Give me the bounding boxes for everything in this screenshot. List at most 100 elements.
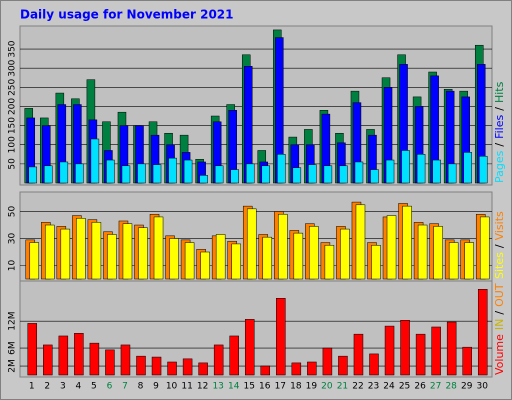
bar bbox=[355, 204, 366, 280]
x-tick-label: 3 bbox=[60, 382, 66, 392]
bar bbox=[59, 161, 69, 184]
bar bbox=[122, 223, 133, 280]
bar bbox=[246, 208, 257, 280]
legend-separator: / bbox=[493, 107, 506, 111]
bar bbox=[213, 344, 224, 376]
y-tick-label: 150 bbox=[8, 117, 18, 134]
x-tick-label: 18 bbox=[290, 382, 302, 392]
bar bbox=[324, 245, 335, 280]
bar bbox=[276, 298, 286, 376]
legend: Pages / Files / Hits bbox=[493, 81, 506, 183]
x-tick-label: 15 bbox=[244, 382, 255, 392]
bar bbox=[245, 163, 255, 184]
y-tick-label: 100 bbox=[8, 136, 18, 153]
y-tick-label: 2M bbox=[8, 359, 18, 373]
bar bbox=[90, 138, 100, 184]
bar bbox=[28, 166, 38, 184]
bar bbox=[415, 333, 426, 376]
bar bbox=[200, 251, 210, 280]
y-tick-label: 50 bbox=[8, 158, 18, 170]
x-tick-label: 14 bbox=[228, 382, 240, 392]
legend-entry: Hits bbox=[493, 81, 506, 103]
bar bbox=[309, 226, 319, 280]
bar bbox=[447, 163, 457, 184]
bar bbox=[477, 289, 488, 376]
bar bbox=[478, 155, 488, 184]
bar bbox=[151, 356, 162, 376]
bar bbox=[371, 245, 381, 280]
bar bbox=[138, 227, 148, 280]
bar bbox=[29, 242, 40, 280]
y-tick-label: 12M bbox=[8, 312, 18, 331]
bar bbox=[307, 361, 317, 376]
bar bbox=[338, 355, 348, 376]
bar bbox=[136, 355, 146, 376]
bar bbox=[121, 165, 131, 184]
bar bbox=[214, 165, 224, 184]
legend: Volume IN / OUT bbox=[493, 283, 506, 375]
legend: Sites / Visits bbox=[493, 211, 506, 279]
y-tick-label: 200 bbox=[8, 98, 18, 115]
x-tick-label: 30 bbox=[477, 382, 489, 392]
bar bbox=[464, 242, 474, 280]
bar bbox=[137, 163, 146, 184]
bar bbox=[199, 175, 208, 184]
bar bbox=[27, 323, 38, 376]
legend-separator: / bbox=[493, 311, 506, 315]
x-tick-label: 25 bbox=[399, 382, 410, 392]
bar bbox=[152, 164, 162, 184]
bar bbox=[278, 213, 288, 280]
chart-title: Daily usage for November 2021 bbox=[20, 8, 234, 22]
x-tick-label: 23 bbox=[368, 382, 379, 392]
bar bbox=[169, 238, 179, 280]
x-tick-label: 4 bbox=[75, 382, 81, 392]
bar bbox=[446, 321, 457, 376]
bar bbox=[184, 242, 195, 280]
bar bbox=[74, 333, 84, 376]
x-tick-label: 1 bbox=[29, 382, 35, 392]
bar bbox=[293, 232, 304, 280]
bar bbox=[183, 159, 193, 184]
bar bbox=[308, 164, 317, 184]
legend-entry: Volume bbox=[493, 334, 506, 375]
bar bbox=[431, 326, 441, 376]
y-tick-label: 30 bbox=[8, 233, 18, 245]
legend-entry: Files bbox=[493, 114, 506, 138]
legend-entry: Visits bbox=[493, 211, 506, 240]
y-tick-label: 300 bbox=[8, 59, 18, 76]
x-tick-label: 28 bbox=[445, 382, 457, 392]
bar bbox=[44, 165, 53, 184]
x-tick-label: 20 bbox=[321, 382, 333, 392]
bar bbox=[339, 165, 348, 184]
bar bbox=[230, 169, 239, 184]
bar bbox=[58, 335, 69, 376]
bar bbox=[277, 154, 286, 184]
bar bbox=[45, 224, 55, 280]
bar bbox=[433, 226, 443, 280]
bar bbox=[402, 205, 412, 280]
bar bbox=[261, 165, 271, 184]
bar bbox=[76, 218, 86, 280]
y-tick-label: 250 bbox=[8, 78, 18, 95]
legend-entry: Pages bbox=[493, 150, 506, 183]
bar bbox=[91, 222, 102, 280]
x-tick-label: 27 bbox=[430, 382, 441, 392]
legend-entry: Sites bbox=[493, 252, 506, 279]
bar bbox=[401, 150, 410, 184]
bar bbox=[75, 163, 84, 184]
x-tick-label: 19 bbox=[306, 382, 318, 392]
bar bbox=[463, 152, 472, 184]
bar bbox=[215, 234, 226, 280]
bar bbox=[153, 216, 164, 280]
bar bbox=[107, 234, 117, 280]
bar bbox=[182, 358, 193, 376]
bar bbox=[198, 362, 208, 376]
bar bbox=[120, 344, 131, 376]
bar bbox=[168, 157, 177, 184]
bar bbox=[370, 169, 379, 184]
x-tick-label: 9 bbox=[153, 382, 159, 392]
bar bbox=[291, 362, 302, 376]
x-tick-label: 24 bbox=[383, 382, 395, 392]
y-tick-label: 10 bbox=[8, 260, 18, 272]
